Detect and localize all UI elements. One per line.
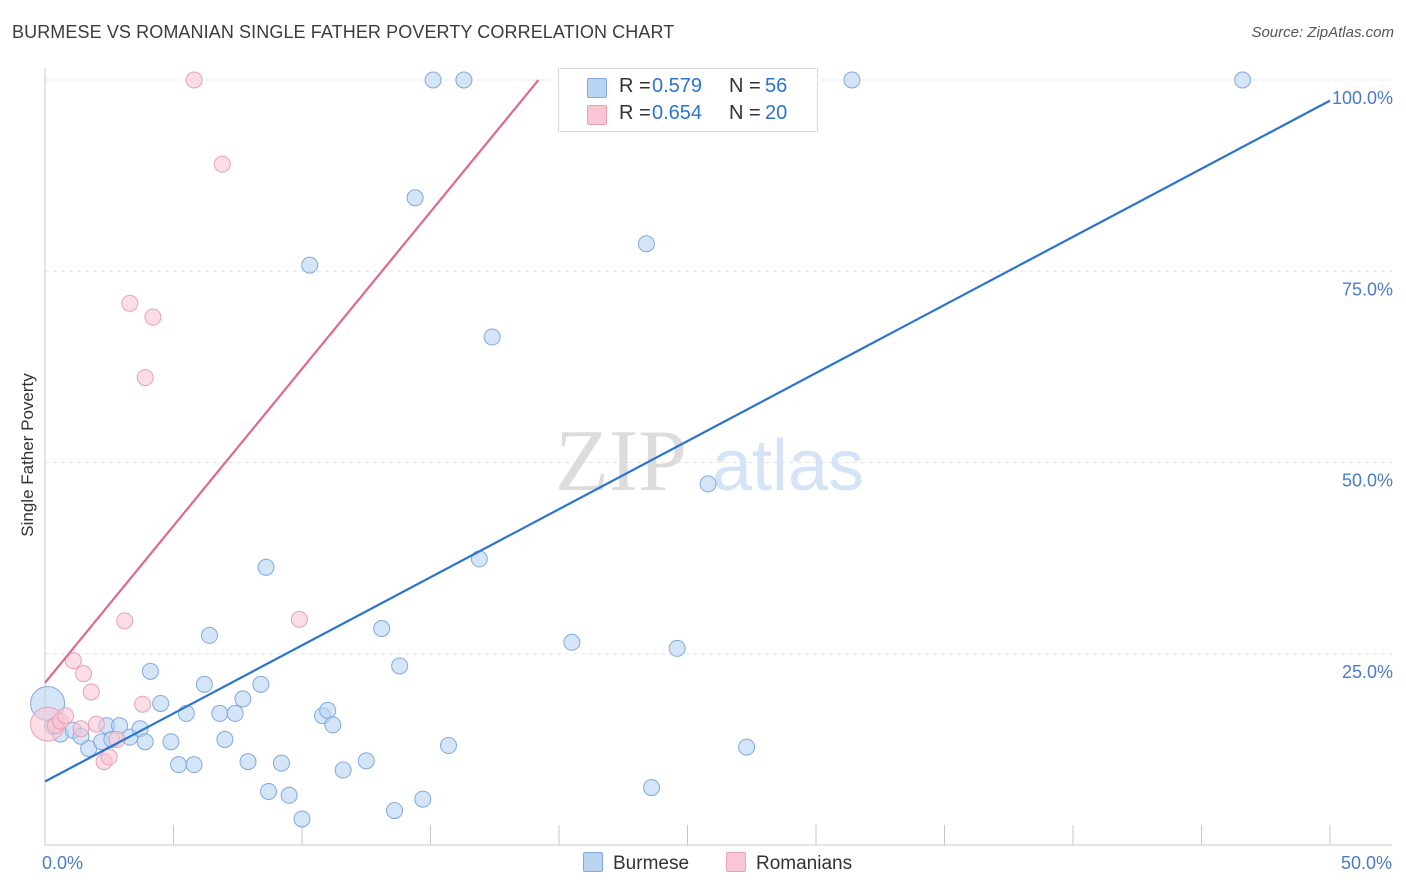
romanian-point xyxy=(100,748,118,766)
romanian-point xyxy=(82,683,100,701)
y-tick-label: 75.0% xyxy=(1342,279,1393,299)
legend-n-label: N = xyxy=(729,102,761,124)
romanian-point xyxy=(116,612,134,630)
legend-r-value: 0.654 xyxy=(652,102,703,124)
points-layer xyxy=(30,71,1252,828)
romanian-point xyxy=(57,707,75,725)
romanian-point xyxy=(136,369,154,387)
burmese-point xyxy=(406,189,424,207)
burmese-point xyxy=(319,701,337,719)
burmese-point xyxy=(280,786,298,804)
burmese-point xyxy=(391,657,409,675)
legend-r-label: R = xyxy=(619,75,651,97)
burmese-point xyxy=(668,639,686,657)
burmese-point xyxy=(195,675,213,693)
burmese-point xyxy=(738,738,756,756)
stats-legend: R = 0.579 N = 56 R = 0.654 N = 20 xyxy=(558,68,818,132)
burmese-point xyxy=(239,753,257,771)
burmese-point xyxy=(185,756,203,774)
bottom-legend-romanians: Romanians xyxy=(726,852,852,875)
burmese-point xyxy=(216,730,234,748)
burmese-point xyxy=(373,620,391,638)
bottom-legend-swatch-romanians xyxy=(726,852,746,872)
legend-n-label: N = xyxy=(729,75,761,97)
y-tick-label: 25.0% xyxy=(1342,662,1393,682)
romanian-point xyxy=(134,695,152,713)
burmese-point xyxy=(170,756,188,774)
burmese-point xyxy=(162,733,180,751)
axes-layer xyxy=(44,68,1392,846)
burmese-point xyxy=(357,752,375,770)
bottom-legend-label-burmese: Burmese xyxy=(613,853,690,874)
burmese-point xyxy=(200,626,218,644)
bottom-legend-burmese: Burmese xyxy=(583,852,689,875)
romanian-point xyxy=(87,715,105,733)
burmese-point xyxy=(334,761,352,779)
burmese-point xyxy=(257,558,275,576)
romanian-point xyxy=(64,652,82,670)
watermark: ZIP atlas xyxy=(555,413,864,510)
watermark-zip: ZIP xyxy=(555,413,687,510)
y-axis-label: Single Father Poverty xyxy=(18,373,37,537)
bottom-legend-swatch-burmese xyxy=(583,852,603,872)
burmese-point xyxy=(252,675,270,693)
burmese-point xyxy=(439,737,457,755)
burmese-point xyxy=(324,716,342,734)
romanian-point xyxy=(72,720,90,738)
y-tick-label: 100.0% xyxy=(1332,88,1393,108)
burmese-point xyxy=(211,704,229,722)
romanian-point xyxy=(290,610,308,628)
legend-n-value: 56 xyxy=(765,75,788,97)
legend-n-value: 20 xyxy=(765,102,788,124)
burmese-point xyxy=(483,328,501,346)
burmese-trend-line xyxy=(44,99,1331,783)
burmese-point xyxy=(699,475,717,493)
burmese-point xyxy=(563,633,581,651)
legend-r-value: 0.579 xyxy=(652,75,703,97)
burmese-point xyxy=(293,810,311,828)
burmese-point xyxy=(386,802,404,820)
watermark-atlas: atlas xyxy=(712,426,864,506)
burmese-point xyxy=(136,733,154,751)
burmese-point xyxy=(226,704,244,722)
burmese-point xyxy=(424,71,442,89)
legend-swatch-burmese xyxy=(587,78,607,98)
burmese-point xyxy=(152,694,170,712)
burmese-point xyxy=(643,779,661,797)
romanian-point xyxy=(185,71,203,89)
romanian-trend-line xyxy=(44,79,540,684)
trend-layer xyxy=(44,79,1331,783)
grid-layer xyxy=(45,79,1392,655)
chart-title: BURMESE VS ROMANIAN SINGLE FATHER POVERT… xyxy=(12,22,675,42)
y-tick-label: 50.0% xyxy=(1342,471,1393,491)
romanian-point xyxy=(75,665,93,683)
burmese-point xyxy=(301,256,319,274)
legend-r-label: R = xyxy=(619,102,651,124)
x-tick-label: 50.0% xyxy=(1341,853,1392,873)
romanian-point xyxy=(121,294,139,312)
romanian-point xyxy=(213,155,231,173)
burmese-point xyxy=(637,235,655,253)
tick-labels-layer: 25.0% 50.0% 75.0% 100.0% 0.0% 50.0% xyxy=(42,88,1393,873)
burmese-point xyxy=(1234,71,1252,89)
bottom-legend-label-romanians: Romanians xyxy=(756,853,853,874)
romanian-point xyxy=(144,308,162,326)
burmese-point xyxy=(843,71,861,89)
x-tick-label: 0.0% xyxy=(42,853,83,873)
burmese-point xyxy=(414,790,432,808)
legend-swatch-romanian xyxy=(587,105,607,125)
burmese-point xyxy=(141,662,159,680)
source-label: Source: ZipAtlas.com xyxy=(1251,24,1394,41)
burmese-point xyxy=(234,690,252,708)
burmese-point xyxy=(260,782,278,800)
burmese-point xyxy=(272,754,290,772)
burmese-point xyxy=(455,71,473,89)
